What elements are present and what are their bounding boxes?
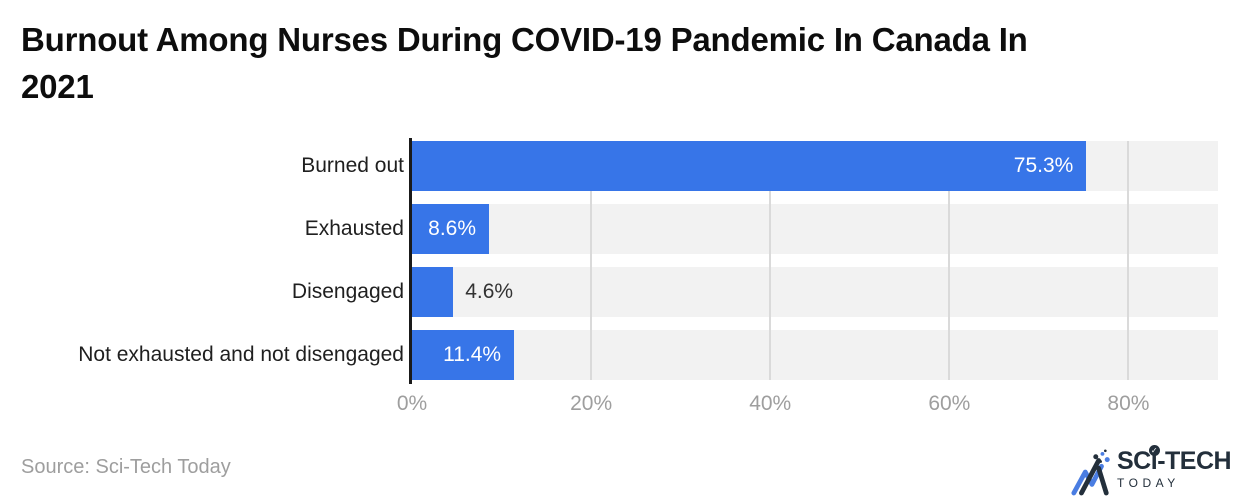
bar-value-label: 75.3% [1013, 154, 1074, 177]
scitech-logo-text: SCi ✓ -TECH TODAY [1117, 445, 1232, 490]
category-labels: Burned out Exhausted Disengaged Not exhaust… [0, 141, 404, 380]
scitech-logo-icon [1071, 449, 1110, 496]
logo-tech: -TECH [1157, 447, 1232, 475]
category-label: Not exhausted and not disengaged [78, 343, 404, 366]
check-icon: ✓ [1148, 445, 1160, 456]
source-note: Source: Sci-Tech Today [21, 456, 231, 478]
logo-today: TODAY [1117, 476, 1180, 490]
bar-value-label: 4.6% [465, 280, 514, 303]
scitech-logo: SCi ✓ -TECH TODAY [1070, 445, 1232, 496]
logo-sc: SC [1117, 447, 1151, 475]
x-tick-label: 20% [570, 392, 613, 415]
bar-track [412, 267, 1218, 317]
plot-area: 75.3% 8.6% 4.6% 11.4% [412, 141, 1218, 380]
bar-track [412, 204, 1218, 254]
bar-3: 4.6% [412, 267, 513, 317]
x-tick-label: 40% [749, 392, 792, 415]
bar-2: 8.6% [412, 204, 490, 254]
gridline [590, 141, 593, 380]
gridline [948, 141, 951, 380]
category-label: Burned out [301, 154, 404, 177]
bar-4: 11.4% [412, 330, 515, 380]
category-label: Disengaged [291, 280, 404, 303]
logo-wordmark: SCi ✓ -TECH [1117, 445, 1232, 475]
y-axis-line [409, 138, 412, 384]
x-tick-label: 60% [928, 392, 971, 415]
gridline [769, 141, 772, 380]
logo-i-letter: i [1150, 447, 1158, 475]
bar-value-label: 8.6% [428, 217, 477, 240]
chart-title: Burnout Among Nurses During COVID-19 Pan… [21, 21, 1028, 105]
bar-value-label: 11.4% [443, 343, 502, 366]
x-tick-label: 0% [396, 392, 428, 415]
gridline [1127, 141, 1130, 380]
bar-1: 75.3% [412, 141, 1087, 191]
bar-track [412, 330, 1218, 380]
logo-i: i ✓ [1148, 445, 1160, 475]
category-label: Exhausted [304, 217, 404, 240]
x-tick-label: 80% [1107, 392, 1150, 415]
x-axis-ticks: 0% 20% 40% 60% 80% [397, 392, 1218, 420]
